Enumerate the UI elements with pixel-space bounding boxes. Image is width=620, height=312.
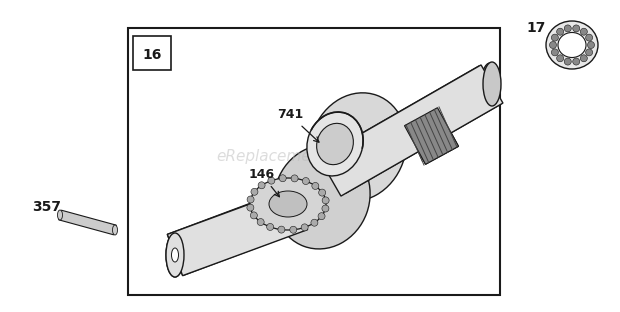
Circle shape xyxy=(318,213,325,220)
Text: 17: 17 xyxy=(526,21,546,35)
Ellipse shape xyxy=(269,191,307,217)
Circle shape xyxy=(247,204,254,211)
Ellipse shape xyxy=(112,225,118,235)
Circle shape xyxy=(258,182,265,189)
Polygon shape xyxy=(324,66,501,193)
Circle shape xyxy=(312,183,319,189)
Circle shape xyxy=(268,177,275,184)
Circle shape xyxy=(588,41,595,48)
Ellipse shape xyxy=(317,123,353,165)
Circle shape xyxy=(322,205,329,212)
Text: eReplacementParts.com: eReplacementParts.com xyxy=(216,149,404,164)
Polygon shape xyxy=(328,150,362,188)
Polygon shape xyxy=(404,108,459,164)
Ellipse shape xyxy=(250,178,326,230)
Polygon shape xyxy=(167,188,308,275)
Ellipse shape xyxy=(172,248,179,262)
Text: 16: 16 xyxy=(143,48,162,62)
Polygon shape xyxy=(254,190,296,231)
Text: 146: 146 xyxy=(249,168,280,197)
Circle shape xyxy=(551,49,559,56)
Polygon shape xyxy=(59,210,117,235)
Circle shape xyxy=(573,25,580,32)
Bar xyxy=(133,36,171,70)
Circle shape xyxy=(267,223,273,231)
Circle shape xyxy=(311,219,318,226)
Circle shape xyxy=(586,34,593,41)
Ellipse shape xyxy=(166,233,184,277)
Ellipse shape xyxy=(274,145,370,249)
Circle shape xyxy=(247,196,254,203)
Ellipse shape xyxy=(58,210,63,220)
Ellipse shape xyxy=(546,21,598,69)
Text: 741: 741 xyxy=(277,109,319,142)
Circle shape xyxy=(322,197,329,204)
Polygon shape xyxy=(404,108,459,164)
Circle shape xyxy=(580,55,587,62)
Circle shape xyxy=(301,224,308,231)
Bar xyxy=(128,28,500,295)
Circle shape xyxy=(319,189,326,196)
Circle shape xyxy=(557,55,564,62)
Circle shape xyxy=(291,175,298,182)
Ellipse shape xyxy=(166,233,184,277)
Ellipse shape xyxy=(309,93,407,201)
Circle shape xyxy=(564,58,571,65)
Circle shape xyxy=(549,41,557,48)
Ellipse shape xyxy=(172,248,179,262)
Circle shape xyxy=(279,175,286,182)
Ellipse shape xyxy=(483,62,501,106)
Circle shape xyxy=(557,28,564,35)
Text: 357: 357 xyxy=(32,200,61,214)
Circle shape xyxy=(251,188,258,195)
Circle shape xyxy=(564,25,571,32)
Circle shape xyxy=(586,49,593,56)
Circle shape xyxy=(580,28,587,35)
Ellipse shape xyxy=(481,63,499,107)
Ellipse shape xyxy=(558,32,586,57)
Circle shape xyxy=(303,178,309,184)
Circle shape xyxy=(573,58,580,65)
Circle shape xyxy=(551,34,559,41)
Circle shape xyxy=(257,219,264,226)
Polygon shape xyxy=(319,65,503,196)
Circle shape xyxy=(250,212,257,219)
Circle shape xyxy=(290,226,297,233)
Circle shape xyxy=(278,226,285,233)
Polygon shape xyxy=(167,189,303,275)
Ellipse shape xyxy=(307,112,363,176)
